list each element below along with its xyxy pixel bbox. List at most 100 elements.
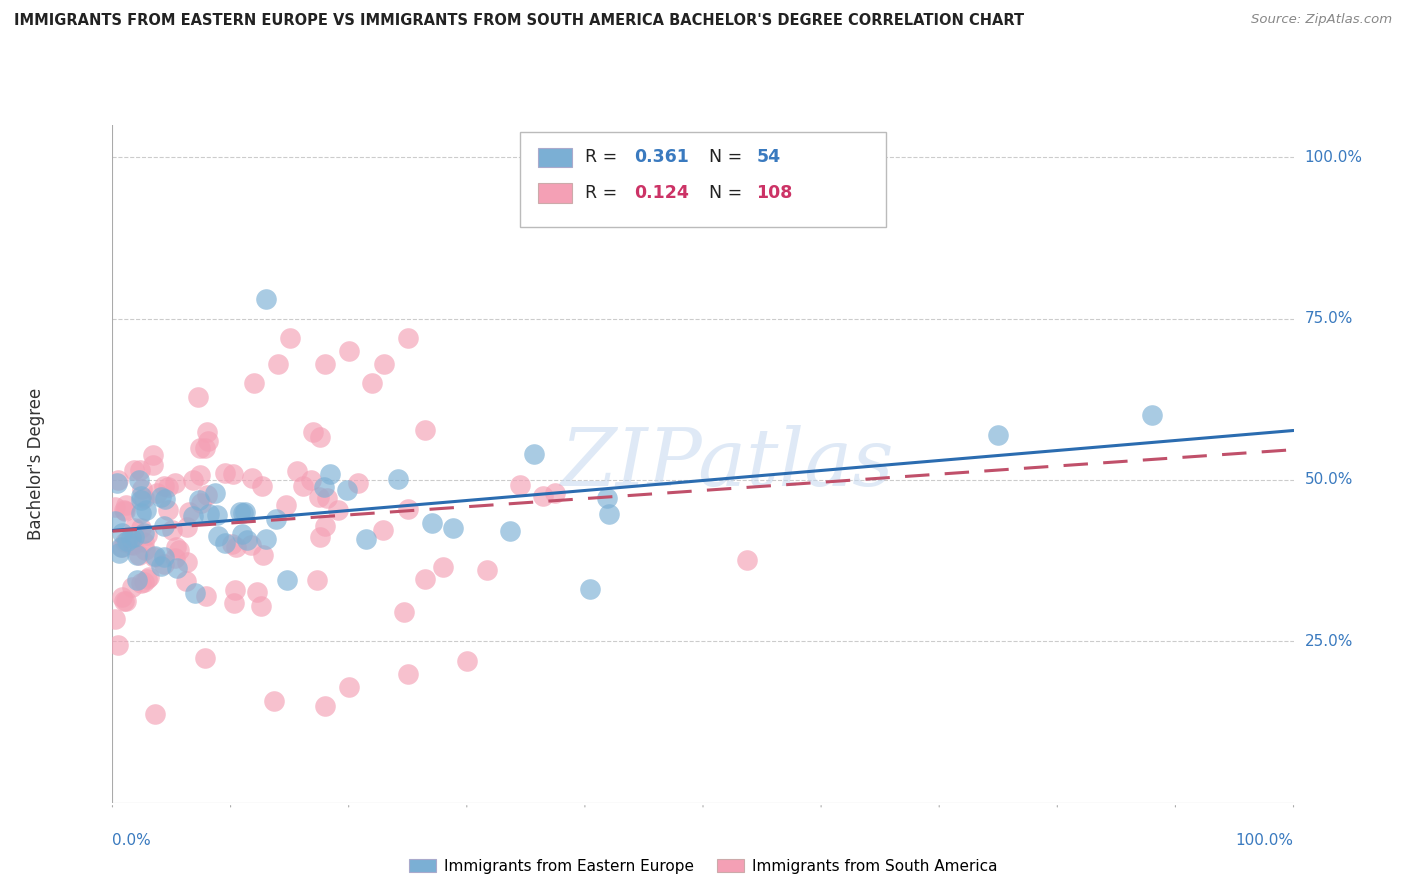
- Point: [222, 596, 245, 610]
- Point: [354, 532, 377, 546]
- Point: [222, 467, 245, 481]
- Point: [240, 471, 263, 485]
- Point: [134, 543, 156, 558]
- Point: [104, 500, 127, 514]
- Point: [138, 569, 160, 583]
- Point: [299, 473, 322, 487]
- Point: [136, 527, 159, 541]
- Point: [413, 424, 436, 438]
- Point: [252, 549, 274, 563]
- Point: [114, 594, 136, 608]
- Text: 108: 108: [756, 184, 793, 202]
- Point: [163, 551, 186, 566]
- Point: [169, 542, 191, 557]
- Point: [134, 535, 156, 549]
- Point: [305, 573, 328, 587]
- Point: [337, 343, 360, 358]
- Point: [285, 464, 308, 478]
- Point: [250, 599, 273, 613]
- Point: [181, 473, 204, 487]
- Point: [312, 480, 335, 494]
- Point: [197, 434, 219, 449]
- Point: [214, 535, 236, 549]
- Point: [523, 447, 546, 461]
- Point: [166, 560, 188, 574]
- Text: 0.361: 0.361: [634, 148, 689, 167]
- Point: [194, 650, 217, 665]
- Point: [499, 524, 522, 538]
- Point: [129, 575, 152, 590]
- Text: N =: N =: [709, 148, 748, 167]
- Point: [145, 486, 167, 500]
- Point: [129, 521, 152, 535]
- Point: [309, 430, 332, 444]
- Point: [108, 546, 131, 560]
- Point: [104, 514, 127, 528]
- FancyBboxPatch shape: [537, 183, 572, 202]
- Point: [396, 331, 419, 345]
- Point: [153, 549, 176, 564]
- Text: N =: N =: [709, 184, 748, 202]
- Point: [125, 548, 148, 562]
- Point: [228, 505, 250, 519]
- Point: [291, 479, 314, 493]
- Point: [125, 573, 148, 587]
- Point: [314, 519, 336, 533]
- Point: [204, 485, 226, 500]
- Point: [150, 490, 173, 504]
- Point: [371, 523, 394, 537]
- Point: [337, 680, 360, 694]
- Text: IMMIGRANTS FROM EASTERN EUROPE VS IMMIGRANTS FROM SOUTH AMERICA BACHELOR'S DEGRE: IMMIGRANTS FROM EASTERN EUROPE VS IMMIGR…: [14, 13, 1024, 29]
- Text: ZIPatlas: ZIPatlas: [560, 425, 893, 502]
- Point: [111, 591, 134, 605]
- Point: [232, 506, 254, 520]
- Point: [177, 505, 200, 519]
- Point: [544, 486, 567, 500]
- Text: Source: ZipAtlas.com: Source: ZipAtlas.com: [1251, 13, 1392, 27]
- Point: [134, 491, 156, 505]
- Point: [274, 498, 297, 512]
- Point: [122, 463, 145, 477]
- Point: [188, 441, 211, 455]
- Point: [276, 573, 298, 587]
- Point: [131, 482, 153, 496]
- Point: [176, 555, 198, 569]
- Point: [413, 572, 436, 586]
- Point: [114, 534, 136, 549]
- Text: 0.0%: 0.0%: [112, 833, 152, 848]
- Point: [207, 529, 229, 543]
- Point: [107, 473, 129, 487]
- Point: [278, 331, 301, 345]
- Text: 100.0%: 100.0%: [1236, 833, 1294, 848]
- Point: [121, 581, 143, 595]
- Point: [214, 466, 236, 480]
- Point: [598, 507, 620, 521]
- Point: [254, 292, 277, 306]
- Point: [336, 483, 359, 498]
- Point: [267, 357, 290, 371]
- Point: [361, 376, 384, 391]
- Point: [157, 503, 180, 517]
- Point: [111, 525, 134, 540]
- Point: [456, 654, 478, 668]
- Point: [131, 507, 153, 521]
- Point: [122, 530, 145, 544]
- Point: [579, 582, 602, 596]
- Point: [143, 706, 166, 721]
- Point: [441, 521, 464, 535]
- Point: [129, 492, 152, 507]
- Point: [114, 498, 136, 512]
- Point: [153, 479, 176, 493]
- Point: [205, 508, 228, 522]
- Point: [254, 532, 277, 546]
- Point: [326, 503, 349, 517]
- Point: [128, 463, 150, 477]
- Point: [194, 442, 217, 456]
- Point: [122, 521, 145, 535]
- Point: [301, 425, 323, 439]
- Point: [194, 589, 217, 603]
- Point: [128, 548, 150, 562]
- Point: [195, 425, 218, 439]
- Point: [224, 583, 246, 598]
- Point: [160, 523, 183, 537]
